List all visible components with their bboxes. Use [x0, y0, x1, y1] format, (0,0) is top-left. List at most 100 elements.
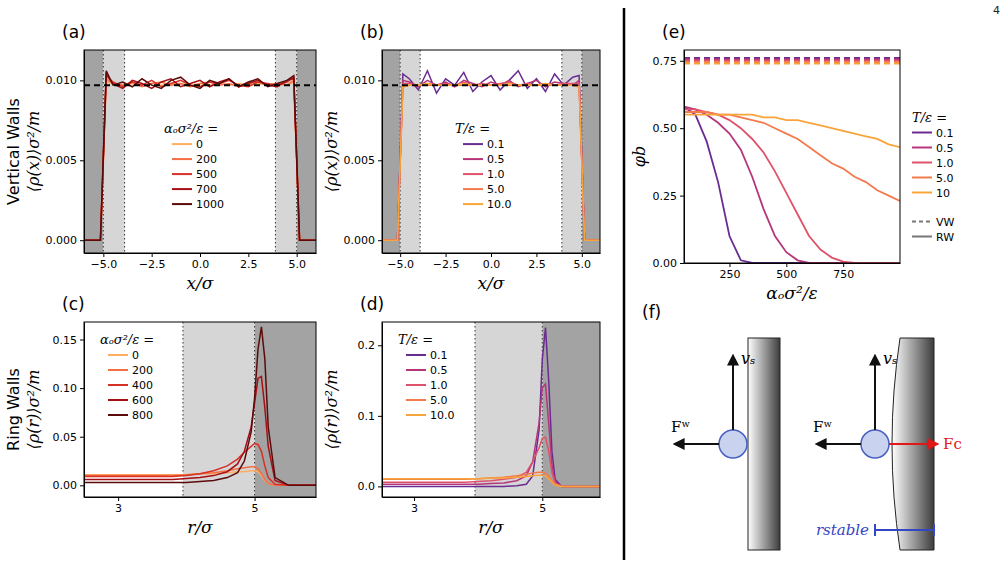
x-tick: 3	[411, 497, 418, 515]
legend-swatch	[108, 369, 128, 371]
x-tick: −5.0	[387, 253, 414, 271]
tick-mark	[118, 497, 119, 501]
legend: αₒσ²/ε =0200400600800	[100, 332, 154, 422]
tick-mark	[378, 80, 382, 81]
figure: 4Vertical WallsRing Walls−5.0−2.50.02.55…	[0, 0, 1008, 568]
legend-swatch	[108, 354, 128, 356]
tick-mark	[843, 263, 844, 267]
legend-label: 0.1	[487, 138, 505, 151]
y-tick: 0.75	[653, 55, 685, 68]
legend-swatch	[172, 188, 192, 190]
x-axis-title: r/σ	[187, 517, 213, 537]
x-tick-label: 0.0	[192, 258, 210, 271]
curvature-force-arrow	[889, 443, 937, 445]
legend-swatch	[912, 147, 932, 149]
tick-mark	[80, 240, 84, 241]
wall-force-label: Fʷ	[671, 418, 690, 436]
legend-swatch	[912, 236, 932, 238]
y-axis-title: ⟨ρ(x)⟩σ²/m	[24, 111, 43, 192]
series-line	[84, 79, 316, 240]
tick-mark	[103, 253, 104, 257]
y-tick: 0.005	[344, 154, 383, 167]
y-tick-label: 0.010	[344, 74, 376, 87]
tick-mark	[378, 416, 382, 417]
y-axis: 0.0000.0050.010	[46, 51, 85, 254]
x-axis-title: αₒσ²/ε	[766, 283, 817, 303]
legend-swatch	[912, 221, 932, 223]
x-tick: 5	[252, 497, 259, 515]
zone-edge	[474, 322, 475, 497]
series-line	[84, 82, 316, 240]
velocity-arrow	[732, 356, 734, 430]
tick-mark	[680, 263, 684, 264]
x-axis: 250 500 750	[685, 263, 901, 281]
tick-mark	[80, 388, 84, 389]
plot-area	[382, 322, 600, 497]
plot-area	[382, 50, 600, 253]
x-tick-label: 500	[776, 268, 797, 281]
panel: −5.0−2.50.02.55.00.0000.0050.010x/σ⟨ρ(x)…	[322, 22, 601, 293]
velocity-label: vₛ	[741, 349, 755, 368]
tick-mark	[80, 80, 84, 81]
plot-area	[684, 58, 900, 263]
panel: 350.000.050.100.15r/σ⟨ρ(r)⟩σ²/m(c)αₒσ²/ε…	[24, 294, 317, 537]
velocity-arrow	[874, 356, 876, 430]
zone-edge	[275, 50, 276, 253]
legend-swatch	[172, 158, 192, 160]
x-axis: 35	[383, 497, 601, 515]
x-axis: −5.0−2.50.02.55.0	[383, 253, 601, 271]
legend-swatch	[912, 162, 932, 164]
tick-mark	[80, 160, 84, 161]
particle	[719, 430, 747, 458]
x-tick-label: −2.5	[433, 258, 460, 271]
vw-line	[684, 62, 900, 64]
zone-edge	[182, 322, 183, 497]
x-tick: 5.0	[574, 253, 592, 271]
x-tick-label: −5.0	[90, 258, 117, 271]
x-tick: 3	[115, 497, 122, 515]
legend-swatch	[172, 143, 192, 145]
wall-force-arrow	[817, 443, 861, 445]
y-tick-label: 0.50	[653, 122, 678, 135]
series-line	[382, 82, 600, 240]
tick-mark	[152, 253, 153, 257]
legend-label: 1000	[196, 198, 224, 211]
interaction-zone	[183, 322, 255, 497]
legend-swatch	[406, 399, 426, 401]
y-axis-title: ⟨ρ(x)⟩σ²/m	[322, 111, 341, 192]
series-line	[684, 107, 900, 263]
x-tick-label: 5	[252, 502, 259, 515]
tick-mark	[414, 497, 415, 501]
legend-swatch	[406, 384, 426, 386]
plot-frame	[84, 50, 316, 253]
legend-swatch	[172, 203, 192, 205]
plot-area	[84, 322, 316, 497]
plot-frame	[382, 322, 600, 497]
legend-swatch	[108, 414, 128, 416]
legend-swatch	[108, 384, 128, 386]
legend-label: 10.0	[430, 409, 455, 422]
legend-label: 200	[132, 364, 153, 377]
velocity-label: vₛ	[883, 349, 897, 368]
legend-swatch	[463, 158, 483, 160]
legend-swatch	[912, 192, 932, 194]
x-axis-title: x/σ	[187, 273, 214, 293]
legend-label: 1.0	[487, 168, 505, 181]
legend-swatch	[406, 354, 426, 356]
tick-mark	[786, 263, 787, 267]
x-tick: 250	[719, 263, 740, 281]
tick-mark	[680, 61, 684, 62]
tick-mark	[378, 160, 382, 161]
x-tick: 750	[833, 263, 854, 281]
legend-label: 800	[132, 409, 153, 422]
y-tick-label: 0.005	[46, 154, 78, 167]
series-line	[382, 84, 600, 241]
y-axis-title: ⟨ρ(r)⟩σ²/m	[24, 370, 43, 450]
legend-label: 5.0	[430, 394, 448, 407]
wall	[748, 338, 780, 550]
legend-label: 0	[196, 138, 203, 151]
y-axis: 0.000.250.500.75	[653, 51, 685, 271]
curvature-force-label: Fc	[943, 435, 962, 453]
legend-label: 0.1	[430, 349, 448, 362]
interaction-zone	[475, 322, 542, 497]
